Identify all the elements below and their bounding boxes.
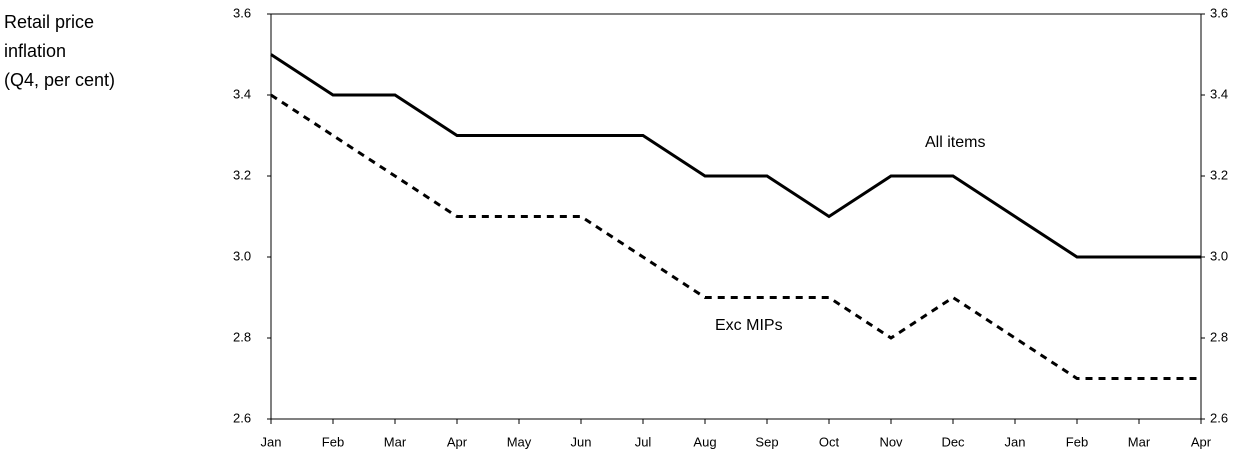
- x-tick-label: Aug: [693, 434, 716, 449]
- x-tick-label: Feb: [1066, 434, 1088, 449]
- series-line: [270, 53, 1201, 259]
- x-tick-label: Jun: [571, 434, 592, 449]
- x-tick-label: Mar: [384, 434, 407, 449]
- y-tick-label: 3.0: [233, 248, 251, 263]
- x-tick-label: Jan: [1005, 434, 1026, 449]
- x-tick-label: Sep: [755, 434, 778, 449]
- x-tick-label: Feb: [322, 434, 344, 449]
- x-tick-label: Mar: [1128, 434, 1151, 449]
- y-tick-label: 3.2: [233, 167, 251, 182]
- y2-tick-label: 2.8: [1210, 329, 1228, 344]
- x-tick-label: Jul: [635, 434, 652, 449]
- y-tick-label: 2.6: [233, 410, 251, 425]
- y-tick-label: 3.6: [233, 5, 251, 20]
- y-axis-title: (Q4, per cent): [4, 70, 115, 90]
- x-tick-label: Apr: [447, 434, 468, 449]
- y2-tick-label: 3.4: [1210, 86, 1228, 101]
- x-tick-label: Jan: [261, 434, 282, 449]
- series-label: All items: [925, 134, 985, 151]
- x-tick-label: Apr: [1191, 434, 1212, 449]
- y2-tick-label: 3.6: [1210, 5, 1228, 20]
- y2-tick-label: 2.6: [1210, 410, 1228, 425]
- x-tick-label: Oct: [819, 434, 840, 449]
- x-tick-label: Nov: [879, 434, 903, 449]
- x-tick-label: May: [507, 434, 532, 449]
- y2-tick-label: 3.2: [1210, 167, 1228, 182]
- series-label: Exc MIPs: [715, 317, 783, 334]
- plot-frame: [270, 13, 1202, 420]
- x-tick-label: Dec: [941, 434, 965, 449]
- y-axis-title: Retail price: [4, 12, 94, 32]
- y2-tick-label: 3.0: [1210, 248, 1228, 263]
- y-axis-title: inflation: [4, 41, 66, 61]
- series-line: [270, 93, 1201, 380]
- y-tick-label: 3.4: [233, 86, 251, 101]
- y-tick-label: 2.8: [233, 329, 251, 344]
